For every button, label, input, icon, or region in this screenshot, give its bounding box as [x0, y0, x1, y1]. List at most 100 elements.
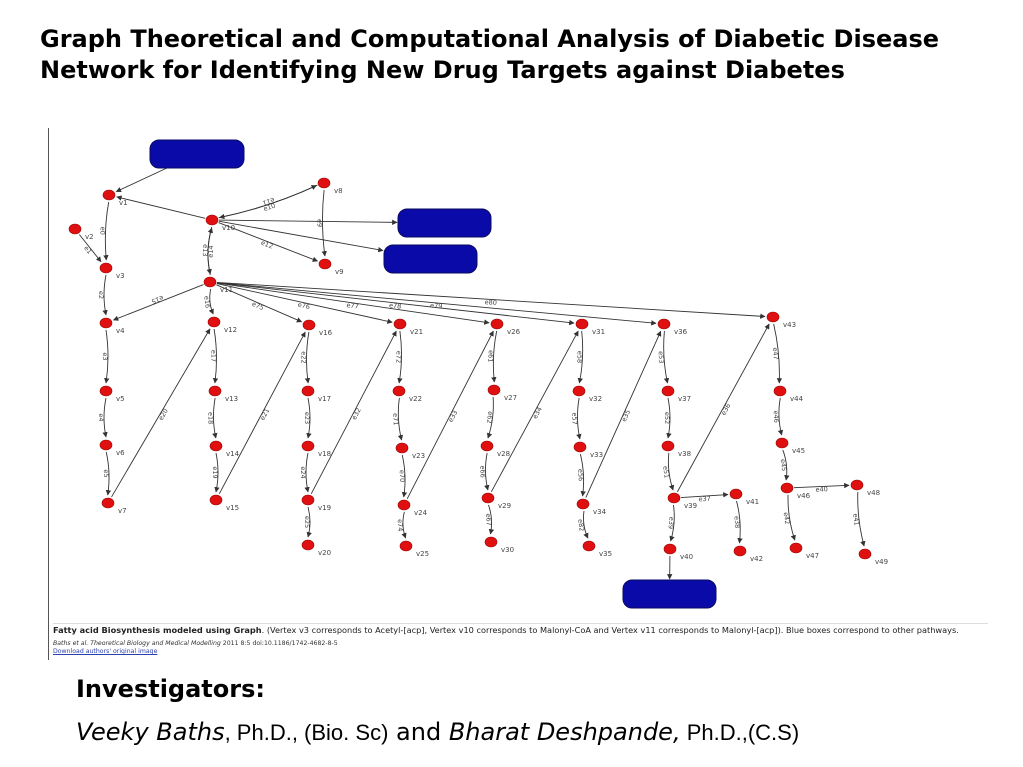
graph-edge — [777, 397, 784, 436]
pathway-edge — [218, 220, 384, 253]
edge-label: e57 — [570, 412, 578, 424]
graph-edge — [216, 282, 657, 326]
graph-node-v1 — [102, 189, 116, 201]
node-label: v31 — [592, 328, 605, 336]
graph-edge — [310, 330, 397, 495]
node-label: v13 — [225, 395, 238, 403]
graph-edge — [406, 330, 494, 499]
investigator-1-name: Veeky Baths — [76, 718, 225, 746]
graph-edge — [218, 331, 306, 495]
graph-edge — [306, 397, 312, 439]
node-label: v3 — [116, 272, 125, 280]
pathway-box — [622, 579, 717, 609]
edge-label: e80 — [484, 298, 497, 307]
node-label: v14 — [226, 450, 240, 458]
node-label: v42 — [750, 555, 763, 563]
node-label: v27 — [504, 394, 517, 402]
node-label: v24 — [414, 509, 428, 517]
edge-label: e77 — [346, 301, 359, 311]
graph-edge — [491, 330, 498, 383]
edge-label: e25 — [303, 516, 311, 528]
investigator-2-name: Bharat Deshpande, — [448, 718, 681, 746]
pathway-edge — [218, 219, 398, 226]
graph-node-v47 — [789, 542, 803, 554]
graph-node-v23 — [395, 442, 409, 454]
graph-edge — [397, 397, 404, 441]
graph-edge — [666, 397, 672, 439]
node-label: v37 — [678, 395, 691, 403]
graph-node-v26 — [490, 318, 504, 330]
graph-edge — [793, 482, 850, 489]
node-label: v47 — [806, 552, 819, 560]
node-label: v21 — [410, 328, 423, 336]
graph-edge — [216, 283, 393, 324]
node-label: v38 — [678, 450, 691, 458]
graph-edge — [397, 330, 403, 384]
graph-node-v30 — [484, 536, 498, 548]
node-label: v36 — [674, 328, 688, 336]
graph-edge — [583, 510, 589, 539]
graph-edge — [773, 323, 783, 384]
graph-edge — [488, 504, 495, 535]
edge-label: e19 — [211, 466, 219, 478]
graph-node-v8 — [317, 177, 331, 189]
graph-edge — [857, 491, 866, 547]
graph-node-v3 — [99, 262, 113, 274]
node-label: v33 — [590, 451, 603, 459]
investigator-2-degree: Ph.D.,(C.S) — [680, 720, 800, 745]
graph-node-v22 — [392, 385, 406, 397]
graph-node-v31 — [575, 318, 589, 330]
fatty-acid-graph-figure: e0 e1 e2 e3 e4 e5 e10 e11 e12 e9 e13 e14 e15 e16 e17 e1… — [48, 128, 988, 660]
graph-edge — [218, 222, 319, 262]
node-label: v2 — [85, 233, 94, 241]
edge-label: e20 — [157, 407, 170, 422]
edge-label: e11 — [261, 196, 275, 207]
edge-label: e67 — [484, 513, 493, 526]
edge-label: e35 — [620, 408, 632, 422]
edge-label: e70 — [398, 470, 406, 483]
graph-node-v35 — [582, 540, 596, 552]
edge-label: e1 — [82, 244, 93, 255]
edge-label: e21 — [259, 407, 272, 422]
graph-edge — [214, 452, 220, 493]
graph-node-v2 — [68, 223, 82, 235]
edge-label: e36 — [719, 402, 732, 417]
graph-edge — [736, 500, 743, 544]
edge-label: e13 — [201, 244, 209, 257]
edge-label: e82 — [576, 519, 586, 532]
investigator-1-degree: , Ph.D., (Bio. Sc) — [224, 720, 389, 745]
edge-label: e46 — [772, 410, 780, 423]
edge-label: e62 — [485, 411, 494, 424]
graph-edge — [116, 195, 206, 219]
node-label: v30 — [501, 546, 514, 554]
graph-node-v24 — [397, 499, 411, 511]
graph-node-v41 — [729, 488, 743, 500]
graph-node-v15 — [209, 494, 223, 506]
graph-node-v21 — [393, 318, 407, 330]
graph-edge — [401, 511, 407, 539]
pathway-box — [383, 244, 478, 274]
graph-node-v19 — [301, 494, 315, 506]
node-label: v10 — [222, 224, 235, 232]
node-label: v20 — [318, 549, 331, 557]
edge-label: e24 — [299, 466, 307, 478]
graph-node-v29 — [481, 492, 495, 504]
node-label: v22 — [409, 395, 422, 403]
graph-edge — [306, 506, 312, 538]
graph-edge — [321, 189, 327, 257]
node-label: v9 — [335, 268, 344, 276]
graph-edge — [576, 397, 582, 440]
graph-node-v9 — [318, 258, 332, 270]
graph-node-v10 — [205, 214, 219, 226]
edge-label: e10 — [262, 202, 276, 213]
download-original-link[interactable]: Download authors' original image — [53, 648, 158, 655]
edge-label: e79 — [430, 301, 443, 310]
edge-label: e16 — [202, 295, 211, 308]
node-label: v6 — [116, 449, 125, 457]
graph-node-v18 — [301, 440, 315, 452]
node-label: v23 — [412, 452, 425, 460]
edge-label: e71 — [391, 413, 400, 426]
edge-label: e58 — [575, 351, 584, 364]
graph-node-v36 — [657, 318, 671, 330]
